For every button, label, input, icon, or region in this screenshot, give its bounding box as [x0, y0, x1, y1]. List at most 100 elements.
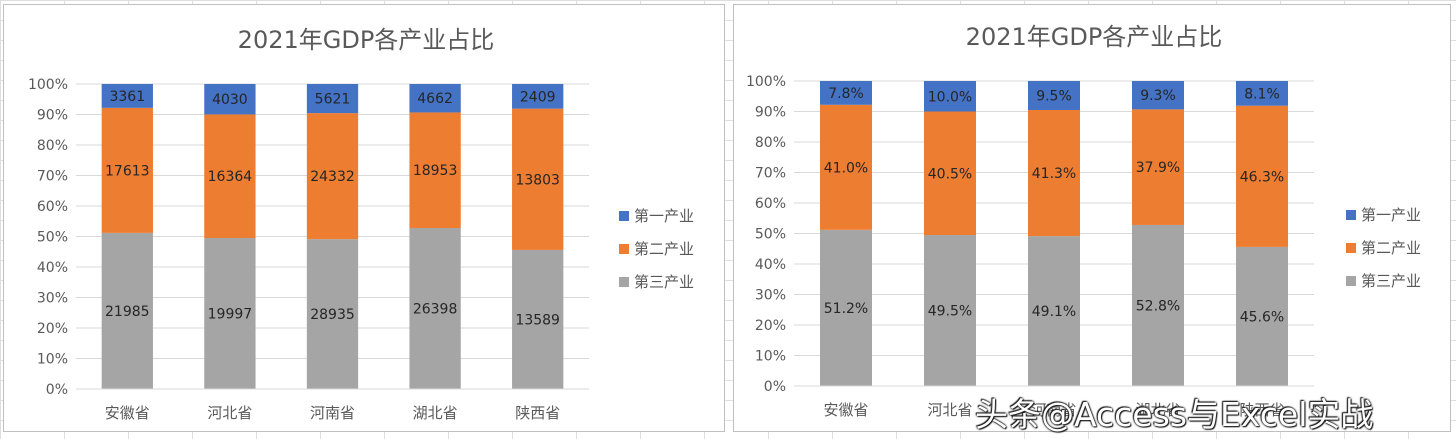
- x-category-label: 河北省: [207, 404, 252, 422]
- x-category-label: 河南省: [1031, 401, 1076, 419]
- bar-segment-secondary[interactable]: [1236, 105, 1288, 247]
- bar-segment-tertiary[interactable]: [512, 249, 564, 389]
- data-label: 8.1%: [1244, 86, 1280, 102]
- bar-segment-secondary[interactable]: [512, 108, 564, 250]
- data-label: 7.8%: [828, 86, 864, 102]
- bar-segment-primary[interactable]: [1236, 81, 1288, 106]
- legend-label: 第一产业: [1361, 206, 1421, 224]
- legend-swatch: [1346, 210, 1356, 220]
- legend-label: 第三产业: [634, 273, 694, 291]
- data-label: 16364: [208, 169, 253, 185]
- bar-segment-tertiary[interactable]: [820, 229, 872, 386]
- data-label: 28935: [310, 307, 355, 323]
- chart-title: 2021年GDP各产业占比: [238, 26, 495, 54]
- legend-swatch: [619, 211, 629, 221]
- legend-label: 第二产业: [634, 240, 694, 258]
- bar-segment-secondary[interactable]: [1028, 110, 1080, 237]
- data-label: 21985: [105, 304, 150, 320]
- data-label: 3361: [109, 89, 145, 105]
- y-tick-label: 90%: [755, 105, 786, 121]
- bar-segment-tertiary[interactable]: [924, 235, 976, 386]
- y-tick-label: 40%: [755, 257, 786, 273]
- bar-segment-secondary[interactable]: [101, 107, 153, 233]
- data-label: 5621: [315, 92, 351, 108]
- bar-segment-tertiary[interactable]: [204, 237, 256, 389]
- y-tick-label: 90%: [37, 108, 68, 124]
- y-tick-label: 60%: [37, 199, 68, 215]
- legend-swatch: [1346, 276, 1356, 286]
- data-label: 19997: [208, 306, 253, 322]
- chart-panel-left[interactable]: 2021年GDP各产业占比 0% 10% 20% 30% 40% 50% 60% 70% 80% 9…: [3, 4, 725, 432]
- y-tick-label: 50%: [755, 227, 786, 243]
- bar-segment-tertiary[interactable]: [1132, 224, 1184, 386]
- data-label: 41.3%: [1032, 166, 1076, 182]
- legend-label: 第三产业: [1361, 272, 1421, 290]
- bar-segment-tertiary[interactable]: [306, 239, 359, 389]
- chart-panel-right[interactable]: 2021年GDP各产业占比 0% 10% 20% 30% 40% 50% 60% 70% 80% 9…: [733, 4, 1451, 432]
- bar-segment-secondary[interactable]: [924, 111, 976, 236]
- x-category-label: 河南省: [310, 404, 355, 422]
- bar-segment-secondary[interactable]: [1132, 109, 1184, 225]
- y-tick-label: 10%: [37, 352, 68, 368]
- data-label: 37.9%: [1136, 160, 1180, 176]
- x-category-label: 陕西省: [1239, 401, 1284, 419]
- data-label: 45.6%: [1240, 309, 1284, 325]
- x-category-label: 安徽省: [105, 404, 150, 422]
- data-label: 4662: [417, 91, 453, 107]
- y-tick-label: 100%: [28, 77, 68, 93]
- bar-segment-tertiary[interactable]: [101, 232, 153, 389]
- y-tick-label: 50%: [37, 230, 68, 246]
- bar-segment-secondary[interactable]: [409, 112, 461, 229]
- stacked-bar-chart-absolute: 2021年GDP各产业占比 0% 10% 20% 30% 40% 50% 60% 70% 80% 9…: [28, 26, 694, 422]
- y-tick-label: 30%: [755, 288, 786, 304]
- bar-segment-secondary[interactable]: [820, 104, 872, 230]
- y-tick-label: 0%: [764, 379, 786, 395]
- data-label: 2409: [520, 89, 556, 105]
- data-label: 41.0%: [824, 160, 868, 176]
- y-tick-label: 0%: [46, 382, 68, 398]
- data-label: 49.1%: [1032, 304, 1076, 320]
- data-label: 4030: [212, 92, 248, 108]
- data-label: 13803: [515, 172, 560, 188]
- bar-segment-primary[interactable]: [409, 84, 461, 113]
- chart-title: 2021年GDP各产业占比: [966, 23, 1223, 51]
- legend-swatch: [619, 277, 629, 287]
- bar-segment-primary[interactable]: [204, 84, 256, 115]
- bar-segment-primary[interactable]: [1028, 81, 1080, 111]
- bar-segment-tertiary[interactable]: [1236, 246, 1288, 386]
- y-tick-label: 70%: [755, 166, 786, 182]
- data-label: 52.8%: [1136, 298, 1180, 314]
- y-tick-label: 20%: [37, 321, 68, 337]
- bar-segment-tertiary[interactable]: [1028, 236, 1080, 386]
- bar-segment-secondary[interactable]: [306, 113, 359, 240]
- x-category-label: 湖北省: [1135, 401, 1180, 419]
- y-tick-label: 100%: [746, 74, 786, 90]
- y-tick-label: 20%: [755, 318, 786, 334]
- bar-segment-tertiary[interactable]: [409, 228, 461, 389]
- bar-segment-primary[interactable]: [512, 84, 564, 109]
- x-category-label: 安徽省: [823, 401, 868, 419]
- bar-segment-primary[interactable]: [924, 81, 976, 112]
- legend-swatch: [619, 244, 629, 254]
- data-label: 49.5%: [928, 304, 972, 320]
- data-label: 24332: [310, 169, 355, 185]
- y-tick-label: 80%: [37, 138, 68, 154]
- legend-label: 第一产业: [634, 207, 694, 225]
- bar-segment-primary[interactable]: [306, 84, 359, 114]
- watermark-text: 头条@Access与Excel实战: [975, 395, 1374, 434]
- x-category-label: 陕西省: [515, 404, 560, 422]
- stacked-bar-chart-percent: 2021年GDP各产业占比 0% 10% 20% 30% 40% 50% 60% 70% 80% 9…: [746, 23, 1421, 419]
- data-label: 13589: [515, 312, 560, 328]
- bar-segment-primary[interactable]: [1132, 81, 1184, 110]
- y-tick-label: 70%: [37, 169, 68, 185]
- data-label: 10.0%: [928, 89, 972, 105]
- x-category-label: 湖北省: [413, 404, 458, 422]
- data-label: 51.2%: [824, 301, 868, 317]
- bar-segment-primary[interactable]: [101, 84, 153, 108]
- data-label: 46.3%: [1240, 169, 1284, 185]
- data-label: 9.3%: [1140, 88, 1176, 104]
- bar-segment-secondary[interactable]: [204, 114, 256, 238]
- bar-segment-primary[interactable]: [820, 81, 872, 105]
- data-label: 18953: [413, 163, 458, 179]
- x-category-label: 河北省: [927, 401, 972, 419]
